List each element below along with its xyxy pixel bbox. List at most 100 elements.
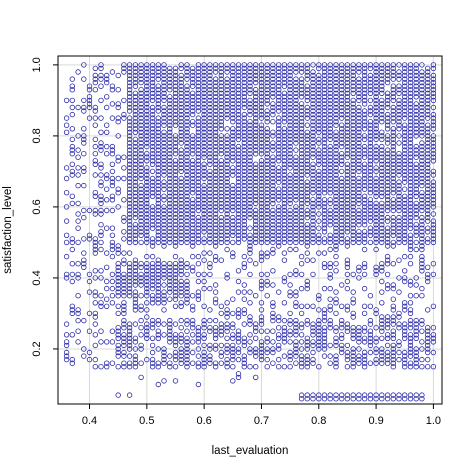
data-point	[276, 289, 282, 295]
data-point	[379, 62, 385, 68]
data-point	[241, 165, 247, 171]
data-point	[350, 204, 356, 210]
data-point	[298, 136, 305, 143]
data-point	[98, 72, 104, 79]
data-point	[402, 197, 408, 203]
y-tick-label: 0.2	[31, 341, 43, 356]
data-point	[195, 140, 202, 146]
data-point	[201, 321, 207, 327]
data-point	[276, 104, 282, 111]
data-point	[361, 207, 368, 214]
data-point	[287, 111, 293, 118]
data-point	[281, 335, 288, 341]
data-point	[189, 140, 196, 146]
data-point	[304, 392, 310, 398]
data-point	[149, 214, 156, 221]
data-point	[367, 79, 374, 86]
data-point	[407, 200, 414, 207]
data-point	[155, 140, 161, 146]
data-point	[172, 94, 179, 100]
data-point	[241, 140, 247, 146]
data-point	[235, 65, 242, 72]
data-point	[264, 232, 270, 238]
data-point	[321, 179, 328, 185]
data-point	[138, 94, 144, 100]
data-point	[126, 165, 133, 171]
data-point	[212, 229, 219, 235]
data-point	[310, 356, 316, 363]
data-point	[189, 349, 196, 356]
data-point	[252, 321, 259, 327]
data-point	[98, 182, 104, 189]
data-point	[235, 214, 242, 221]
data-point	[63, 349, 70, 356]
data-point	[247, 172, 253, 178]
data-point	[235, 221, 242, 228]
data-point	[138, 275, 144, 281]
data-point	[390, 165, 396, 171]
data-point	[390, 282, 396, 288]
data-point	[241, 79, 247, 86]
data-point	[144, 65, 150, 72]
data-point	[103, 143, 110, 150]
data-point	[241, 193, 247, 199]
data-point	[425, 325, 431, 331]
data-point	[201, 175, 207, 182]
data-point	[121, 271, 127, 278]
data-point	[138, 76, 144, 82]
data-point	[356, 168, 362, 175]
data-point	[81, 236, 87, 242]
data-point	[258, 189, 265, 196]
data-point	[178, 165, 184, 171]
data-point	[230, 335, 236, 341]
data-point	[247, 179, 253, 185]
data-point	[149, 275, 156, 281]
data-point	[178, 214, 184, 221]
data-point	[373, 214, 379, 221]
data-point	[333, 253, 339, 260]
data-point	[207, 261, 213, 267]
data-point	[310, 239, 316, 246]
data-point	[293, 236, 299, 242]
data-point	[321, 328, 328, 334]
data-point	[298, 193, 305, 199]
data-point	[92, 108, 98, 114]
data-point	[310, 118, 316, 125]
data-point	[132, 200, 139, 207]
data-point	[350, 65, 356, 72]
data-point	[333, 83, 339, 89]
data-point	[172, 232, 179, 238]
data-point	[333, 90, 339, 96]
data-point	[172, 115, 179, 121]
data-point	[425, 101, 431, 107]
data-point	[367, 140, 374, 146]
data-point	[172, 271, 179, 278]
data-point	[425, 83, 431, 89]
data-point	[178, 179, 184, 185]
data-point	[384, 79, 391, 86]
data-point	[316, 104, 322, 111]
data-point	[304, 282, 310, 288]
data-point	[75, 310, 81, 317]
data-point	[419, 236, 425, 242]
data-point	[356, 221, 362, 228]
data-point	[430, 364, 437, 370]
data-point	[115, 175, 121, 182]
data-point	[339, 101, 345, 107]
data-point	[155, 94, 161, 100]
data-point	[218, 229, 224, 235]
data-point	[144, 86, 150, 93]
data-point	[230, 104, 236, 111]
data-point	[356, 356, 362, 363]
data-point	[189, 76, 196, 82]
data-point	[390, 118, 396, 125]
data-point	[379, 278, 385, 285]
data-point	[98, 211, 104, 217]
data-point	[212, 140, 219, 146]
data-point	[207, 86, 213, 93]
data-point	[373, 147, 379, 153]
data-point	[264, 62, 270, 68]
data-point	[310, 229, 316, 235]
data-point	[195, 122, 202, 128]
data-point	[115, 278, 121, 285]
